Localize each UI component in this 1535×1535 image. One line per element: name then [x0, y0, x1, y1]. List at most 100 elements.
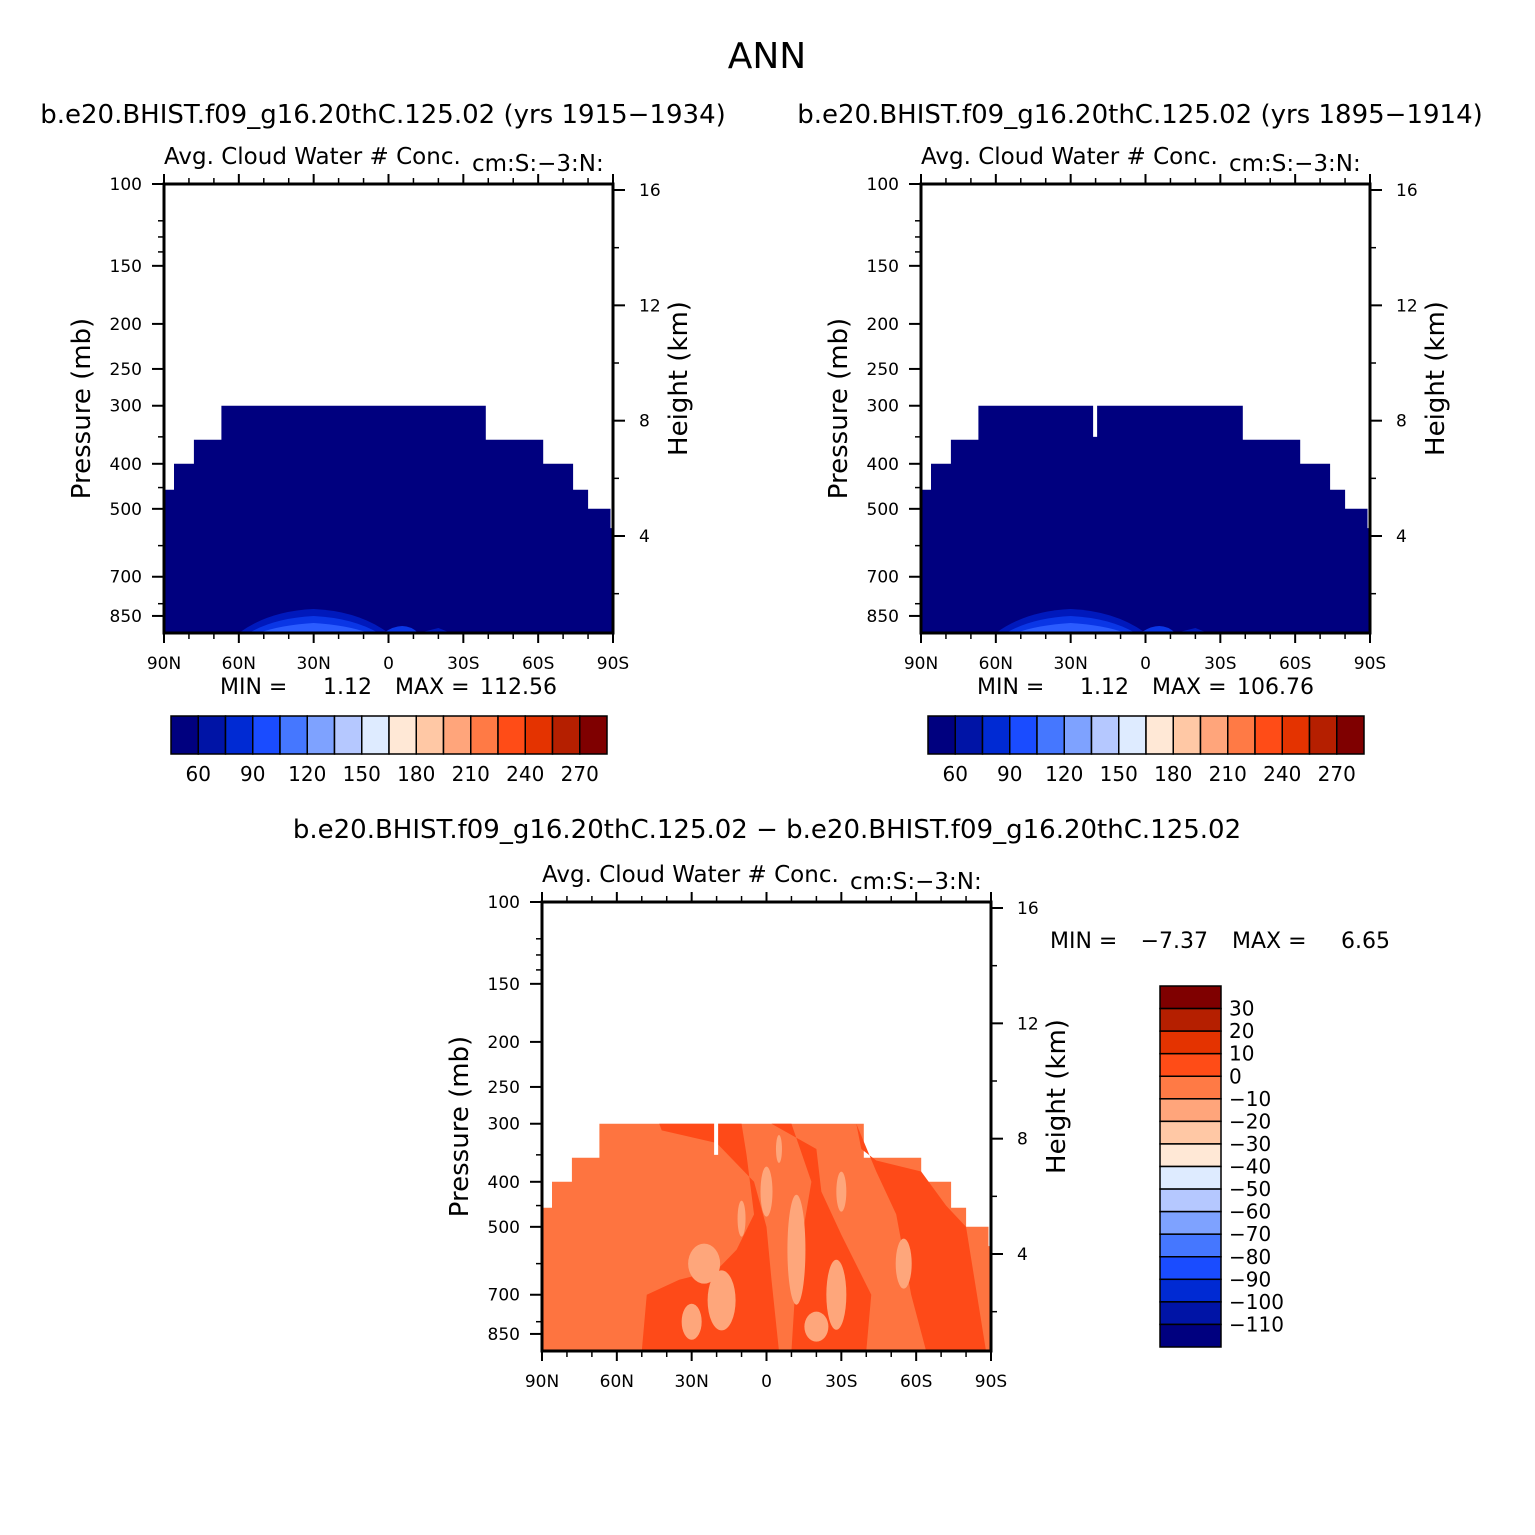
colorbar-label: −60 [1229, 1200, 1271, 1224]
height-tick-label: 16 [1017, 899, 1039, 919]
height-tick-label: 8 [639, 412, 650, 432]
y-tick-label: 200 [867, 315, 899, 335]
colorbar-swatch [415, 715, 445, 755]
x-tick-label: 30N [1053, 654, 1087, 674]
colorbar-label: 120 [1045, 762, 1083, 786]
colorbar-swatch [1159, 1007, 1222, 1032]
colorbar-swatch [551, 715, 581, 755]
colorbar-swatch [497, 715, 526, 755]
panel-header: b.e20.BHIST.f09_g16.20thC.125.02 − b.e20… [293, 815, 1241, 845]
colorbar-swatch [197, 715, 227, 755]
max-label: MAX = [1232, 929, 1307, 954]
colorbar-swatch [981, 715, 1011, 755]
min-value: −7.37 [1141, 929, 1208, 954]
colorbar-swatch [1159, 1323, 1222, 1348]
colorbar-swatch [1090, 715, 1120, 755]
panel-title: Avg. Cloud Water # Conc. [542, 862, 839, 888]
y-tick-label: 850 [867, 607, 899, 627]
colorbar-label: 90 [240, 762, 265, 786]
height-tick-label: 12 [1396, 296, 1418, 316]
y-axis-label: Pressure (mb) [445, 1036, 475, 1217]
colorbar-label: 180 [397, 762, 435, 786]
panel-header: b.e20.BHIST.f09_g16.20thC.125.02 (yrs 18… [797, 100, 1483, 130]
colorbar-label: −90 [1229, 1267, 1271, 1291]
y-tick-label: 850 [110, 607, 142, 627]
height-tick-label: 4 [1396, 527, 1407, 547]
colorbar-swatch [954, 715, 984, 755]
low-level-contour [258, 623, 369, 633]
y-tick-label: 500 [488, 1218, 520, 1238]
colorbar-label: −110 [1229, 1312, 1284, 1336]
colorbar-swatch [306, 715, 336, 755]
panel-units: cm:S:−3:N: [472, 151, 604, 177]
x-tick-label: 0 [761, 1372, 772, 1392]
colorbar-label: 210 [452, 762, 490, 786]
max-label: MAX = [1152, 675, 1227, 700]
diff-region [826, 1259, 847, 1330]
panel-2: b.e20.BHIST.f09_g16.20thC.125.02 (yrs 18… [797, 100, 1483, 786]
height-tick-label: 8 [1396, 412, 1407, 432]
colorbar-label: −50 [1229, 1177, 1271, 1201]
colorbar-swatch [470, 715, 499, 755]
y-tick-label: 400 [488, 1173, 520, 1193]
colorbar-label: −100 [1229, 1290, 1284, 1314]
y-tick-label: 400 [867, 455, 899, 475]
y-tick-label: 700 [110, 568, 142, 588]
colorbar-swatch [1159, 1233, 1222, 1258]
colorbar-label: −10 [1229, 1087, 1271, 1111]
colorbar-swatch [1159, 1188, 1222, 1213]
y-axis-label: Pressure (mb) [824, 318, 854, 499]
low-level-contour [383, 626, 419, 633]
diff-region [775, 1134, 782, 1163]
y-tick-label: 250 [110, 360, 142, 380]
x-tick-label: 60S [1279, 654, 1311, 674]
data-gap [1093, 404, 1098, 437]
colorbar-swatch [170, 715, 199, 755]
colorbar-label: 240 [506, 762, 544, 786]
panel-units: cm:S:−3:N: [1229, 151, 1361, 177]
colorbar-swatch [579, 715, 608, 755]
colorbar-label: 30 [1229, 997, 1254, 1021]
diff-region [836, 1171, 847, 1212]
height-tick-label: 16 [1396, 181, 1418, 201]
x-tick-label: 30N [296, 654, 330, 674]
colorbar-swatch [1159, 1301, 1222, 1326]
y-tick-label: 500 [867, 500, 899, 520]
y-tick-label: 400 [110, 455, 142, 475]
colorbar-swatch [1159, 1165, 1222, 1190]
colorbar-label: 60 [943, 762, 968, 786]
max-value: 112.56 [480, 675, 557, 700]
panel-title: Avg. Cloud Water # Conc. [921, 144, 1218, 170]
diff-region [707, 1270, 736, 1331]
y-tick-label: 300 [110, 397, 142, 417]
x-tick-label: 30S [825, 1372, 857, 1392]
min-label: MIN = [977, 675, 1044, 700]
x-tick-label: 90N [147, 654, 181, 674]
colorbar-swatch [1159, 1278, 1222, 1303]
x-tick-label: 60N [222, 654, 256, 674]
y-tick-label: 850 [488, 1325, 520, 1345]
diff-region [895, 1238, 912, 1289]
colorbar-swatch [1336, 715, 1365, 755]
diff-region [681, 1303, 702, 1340]
colorbar-label: −80 [1229, 1245, 1271, 1269]
height-tick-label: 4 [1017, 1245, 1028, 1265]
colorbar-swatch [1159, 1120, 1222, 1145]
colorbar-swatch [1159, 1256, 1222, 1281]
panel-diff: b.e20.BHIST.f09_g16.20thC.125.02 − b.e20… [293, 815, 1390, 1392]
y-tick-label: 100 [488, 893, 520, 913]
min-label: MIN = [220, 675, 287, 700]
diff-region [760, 1166, 773, 1217]
colorbar-swatch [252, 715, 281, 755]
diff-region [787, 1194, 806, 1305]
y-tick-label: 200 [110, 315, 142, 335]
colorbar-label: 10 [1229, 1042, 1254, 1066]
diff-region [737, 1200, 746, 1237]
colorbar-swatch [1281, 715, 1311, 755]
colorbar-swatch [1159, 985, 1222, 1010]
y-tick-label: 700 [488, 1286, 520, 1306]
x-tick-label: 60N [600, 1372, 634, 1392]
height-axis-label: Height (km) [1042, 1019, 1072, 1174]
panel-units: cm:S:−3:N: [850, 869, 982, 895]
colorbar-swatch [1118, 715, 1147, 755]
